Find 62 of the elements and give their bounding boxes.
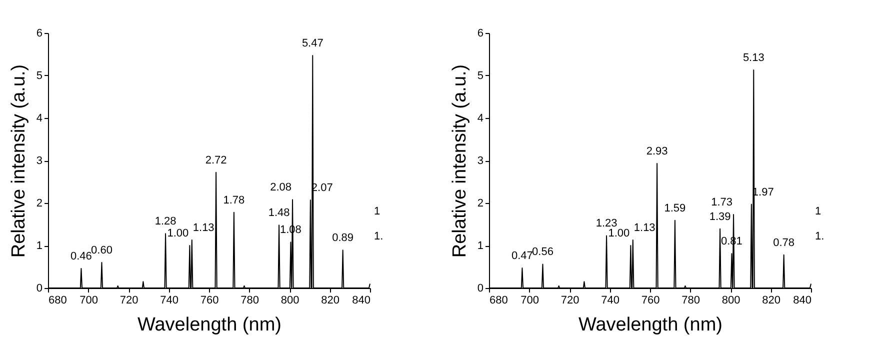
y-tick-label: 6 <box>36 28 42 40</box>
data-label: 1.13 <box>634 222 656 234</box>
data-label: 1.59 <box>664 202 686 214</box>
x-tick-label: 840 <box>793 294 812 306</box>
x-tick-label: 680 <box>48 294 67 306</box>
y-tick-label: 6 <box>477 28 484 40</box>
x-tick-label: 780 <box>682 294 700 306</box>
data-label: 1.73 <box>711 196 733 208</box>
data-label: 2.93 <box>646 145 668 158</box>
text: 1. <box>815 230 824 242</box>
y-tick-label: 0 <box>477 282 484 294</box>
data-label: 1.48 <box>268 207 290 220</box>
y-axis-title: Relative intensity (a.u.) <box>449 64 470 258</box>
data-label: 0.47 <box>511 250 533 262</box>
text: 1 <box>815 206 822 218</box>
text: 1. <box>374 230 384 242</box>
y-tick-label: 4 <box>477 112 484 124</box>
data-label: 1.13 <box>192 222 214 234</box>
data-label: 0.60 <box>91 244 112 256</box>
data-label: 2.72 <box>205 154 227 166</box>
y-axis-title: Relative intensity (a.u.) <box>8 64 30 258</box>
x-axis-title: Wavelength (nm) <box>138 314 282 336</box>
x-tick-label: 680 <box>490 294 508 306</box>
x-tick-label: 700 <box>520 294 539 306</box>
x-tick-label: 800 <box>722 294 740 306</box>
x-tick-label: 780 <box>240 294 259 306</box>
y-tick-label: 3 <box>477 155 484 167</box>
x-tick-label: 820 <box>321 294 340 306</box>
y-tick-label: 3 <box>36 155 42 167</box>
data-label: 1.23 <box>596 218 618 230</box>
x-tick-label: 720 <box>120 294 138 306</box>
data-label: 0.89 <box>332 232 354 244</box>
x-tick-label: 760 <box>641 294 660 306</box>
y-tick-label: 1 <box>477 240 484 252</box>
x-tick-label: 800 <box>280 294 300 306</box>
data-label: 5.13 <box>742 52 764 64</box>
data-label: 1.28 <box>154 216 176 228</box>
x-tick-label: 740 <box>601 294 620 306</box>
y-tick-label: 2 <box>477 198 484 210</box>
data-label: 0.56 <box>532 246 554 258</box>
data-label: 1.00 <box>167 228 189 240</box>
x-tick-label: 760 <box>200 294 219 306</box>
x-tick-label: 700 <box>80 294 98 306</box>
y-tick-label: 2 <box>36 198 42 210</box>
data-label: 1.00 <box>608 228 630 240</box>
data-label: 1.39 <box>709 210 731 223</box>
data-label: 2.08 <box>270 182 292 194</box>
text: 1 <box>374 206 380 218</box>
y-tick-label: 0 <box>36 282 42 294</box>
x-tick-label: 840 <box>352 294 370 306</box>
y-tick-label: 1 <box>36 240 42 252</box>
data-label: 5.47 <box>302 38 324 50</box>
data-label: 1.78 <box>223 194 245 206</box>
y-tick-label: 5 <box>36 70 42 82</box>
x-axis-title: Wavelength (nm) <box>578 314 722 336</box>
y-tick-label: 5 <box>477 70 484 82</box>
x-tick-label: 740 <box>160 294 178 306</box>
data-label: 0.46 <box>70 250 92 262</box>
data-label: 0.78 <box>773 236 795 249</box>
x-tick-label: 720 <box>560 294 580 306</box>
x-tick-label: 820 <box>762 294 780 306</box>
y-tick-label: 4 <box>36 112 42 124</box>
